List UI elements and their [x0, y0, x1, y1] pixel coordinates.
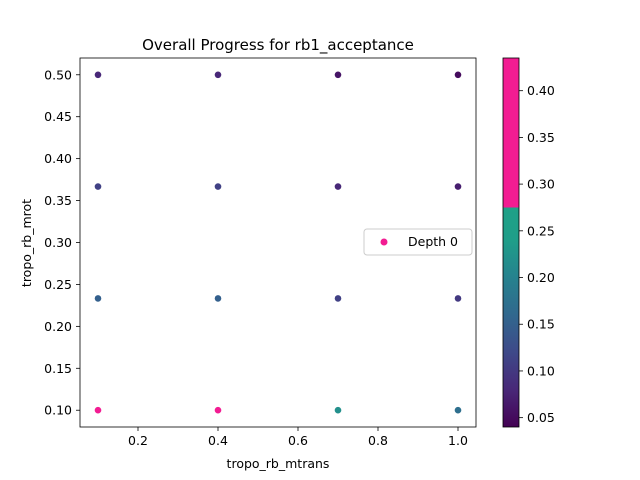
y-tick-label: 0.45 — [44, 109, 72, 124]
data-point — [334, 406, 342, 414]
y-axis-label: tropo_rb_mrot — [19, 199, 34, 287]
colorbar-tick-label: 0.05 — [527, 410, 555, 425]
y-tick-label: 0.50 — [44, 67, 72, 82]
data-point — [454, 183, 462, 190]
y-tick-label: 0.10 — [44, 403, 72, 418]
data-point — [94, 71, 102, 79]
y-tick-label: 0.40 — [44, 151, 72, 166]
data-point — [94, 406, 102, 414]
colorbar: 0.05 0.10 0.15 0.20 0.25 0.30 0.35 0.40 — [502, 57, 555, 428]
x-tick-label: 0.6 — [288, 433, 308, 448]
data-point — [94, 295, 102, 302]
colorbar-frame — [502, 57, 520, 428]
colorbar-ticks: 0.05 0.10 0.15 0.20 0.25 0.30 0.35 0.40 — [519, 83, 555, 425]
data-point — [94, 183, 102, 190]
colorbar-tick-label: 0.35 — [527, 130, 555, 145]
y-tick-label: 0.25 — [44, 277, 72, 292]
data-point — [214, 183, 222, 190]
data-point — [454, 71, 462, 79]
x-tick-label: 0.4 — [208, 433, 228, 448]
data-point — [214, 406, 222, 414]
plot-area: 0.2 0.4 0.6 0.8 1.0 0.10 0.15 0.20 0.25 0.30 0.35 0… — [44, 57, 477, 448]
legend-box — [363, 228, 473, 256]
legend-marker — [380, 238, 388, 246]
x-tick-label: 1.0 — [448, 433, 468, 448]
data-point — [214, 71, 222, 79]
x-tick-label: 0.2 — [128, 433, 148, 448]
y-tick-label: 0.30 — [44, 235, 72, 250]
colorbar-tick-label: 0.10 — [527, 363, 555, 378]
legend: Depth 0 — [363, 228, 473, 256]
colorbar-tick-label: 0.20 — [527, 270, 555, 285]
colorbar-tick-label: 0.15 — [527, 317, 555, 332]
data-point — [454, 406, 462, 414]
data-point — [334, 183, 342, 190]
data-point — [334, 295, 342, 302]
y-tick-label: 0.15 — [44, 361, 72, 376]
colorbar-tick-label: 0.25 — [527, 223, 555, 238]
colorbar-tick-label: 0.40 — [527, 83, 555, 98]
y-tick-label: 0.20 — [44, 319, 72, 334]
data-point — [214, 295, 222, 302]
colorbar-fill — [503, 58, 519, 427]
colorbar-tick-label: 0.30 — [527, 177, 555, 192]
data-point — [334, 71, 342, 79]
legend-label: Depth 0 — [408, 234, 458, 249]
chart-title: Overall Progress for rb1_acceptance — [142, 36, 414, 55]
x-axis-label: tropo_rb_mtrans — [227, 456, 330, 471]
y-tick-label: 0.35 — [44, 193, 72, 208]
x-tick-label: 0.8 — [368, 433, 388, 448]
data-point — [454, 295, 462, 302]
